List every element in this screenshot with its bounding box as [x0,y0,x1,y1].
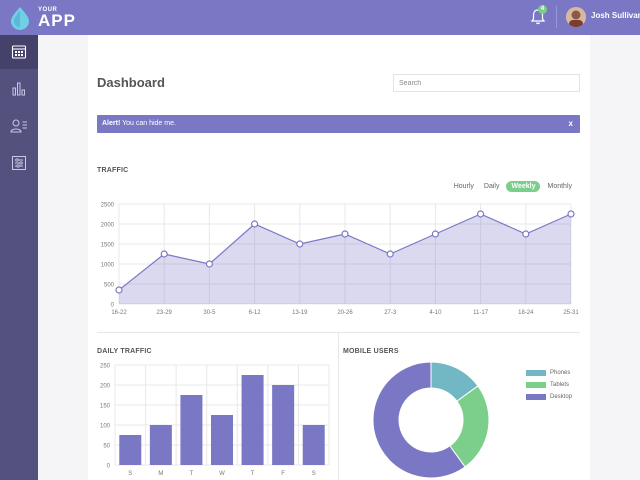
legend-swatch [526,382,546,388]
y-tick-label: 250 [100,364,111,370]
traffic-point [296,240,304,248]
calendar-icon [11,45,27,59]
mobile-users-title: MOBILE USERS [343,348,399,355]
tab-weekly[interactable]: Weekly [506,181,541,192]
legend-entry: Tablets [526,379,572,391]
legend-entry: Desktop [526,391,572,403]
y-tick-label: 0 [111,303,115,309]
x-tick-label: M [158,471,163,477]
x-tick-label: F [281,471,285,477]
main-content [88,35,590,480]
x-tick-label: 25-31 [563,310,579,316]
y-tick-label: 150 [100,404,111,410]
app-logo[interactable]: YOUR APP [8,4,78,32]
top-bar-divider [556,6,557,28]
x-tick-label: T [190,471,194,477]
traffic-point [522,230,530,238]
user-name[interactable]: Josh Sullivan [591,11,640,20]
y-tick-label: 2000 [101,223,115,229]
daily-bar [302,425,325,465]
sidebar-item-users[interactable] [0,109,38,143]
x-tick-label: 20-26 [337,310,353,316]
legend-swatch [526,394,546,400]
daily-bar [119,435,142,465]
x-tick-label: T [251,471,255,477]
logo-text-small: YOUR [38,7,58,13]
legend-label: Phones [550,370,571,376]
page-title: Dashboard [97,75,165,90]
tab-monthly[interactable]: Monthly [547,183,572,190]
sidebar-item-calendar[interactable] [0,35,38,69]
traffic-chart: 0 500 1000 1500 2000 2500 16-22 23-29 30-5 6-12 13… [101,203,580,317]
mobile-users-chart [372,361,490,479]
y-tick-label: 1500 [101,243,115,249]
legend-label: Tablets [550,382,570,388]
x-tick-label: 13-19 [292,310,308,316]
daily-bar [210,415,234,465]
daily-bar [149,425,172,465]
daily-traffic-title: DAILY TRAFFIC [97,348,152,355]
y-tick-label: 0 [107,464,111,470]
settings-sliders-icon [12,156,26,170]
x-tick-label: 4-10 [429,310,442,316]
traffic-range-tabs: Hourly Daily Weekly Monthly [451,181,575,192]
alert-strong: Alert! [102,120,121,127]
logo-drop-icon [11,7,29,30]
avatar[interactable] [566,7,586,27]
traffic-point [205,260,214,268]
tab-daily[interactable]: Daily [483,183,500,190]
y-tick-label: 200 [100,384,111,390]
section-divider [97,332,580,333]
avatar-image [566,7,586,27]
logo-text-big: APP [38,11,76,30]
traffic-point [251,220,259,228]
x-tick-label: 6-12 [249,310,262,316]
alert-close-button[interactable]: x [568,119,573,128]
x-tick-label: 11-17 [473,310,489,316]
section-divider-vertical [338,333,339,480]
mobile-users-legend: Phones Tablets Desktop [526,367,572,403]
daily-bar [180,395,203,465]
sidebar-item-settings[interactable] [0,146,38,180]
x-tick-label: 30-5 [203,310,216,316]
x-tick-label: S [128,471,132,477]
legend-label: Desktop [550,394,573,400]
x-tick-label: 27-3 [384,310,397,316]
daily-bar [272,385,295,465]
traffic-area [119,214,571,304]
sidebar-item-statistics[interactable] [0,72,38,106]
traffic-point [567,210,575,218]
legend-swatch [526,370,546,376]
sidebar [0,35,38,480]
users-icon [10,119,27,133]
traffic-point [477,210,485,218]
x-tick-label: W [219,471,225,477]
alert-text: You can hide me. [120,120,176,127]
legend-entry: Phones [526,367,572,379]
x-tick-label: 23-29 [157,310,173,316]
traffic-point [341,230,349,238]
traffic-point [160,250,168,258]
traffic-point [115,286,123,294]
x-tick-label: 18-24 [518,310,534,316]
y-tick-label: 500 [104,283,115,289]
traffic-point [431,230,439,238]
y-tick-label: 1000 [101,263,115,269]
y-tick-label: 2500 [101,203,115,209]
daily-traffic-chart: 0 50 100 150 200 250 S M T W T F S [100,364,330,477]
traffic-title: TRAFFIC [97,167,129,174]
donut-slice-desktop [372,361,466,479]
y-tick-label: 50 [103,444,110,450]
bar-chart-icon [12,82,25,96]
x-tick-label: S [312,471,316,477]
x-tick-label: 16-22 [111,310,127,316]
search-input[interactable] [393,74,580,92]
y-tick-label: 100 [100,424,111,430]
daily-bar [241,375,264,465]
top-bar: YOUR APP 4 Josh Sullivan [0,0,640,35]
alert-banner: Alert! You can hide me. x [97,115,580,133]
traffic-point [386,250,394,258]
notification-badge: 4 [538,5,547,14]
tab-hourly[interactable]: Hourly [453,183,474,190]
